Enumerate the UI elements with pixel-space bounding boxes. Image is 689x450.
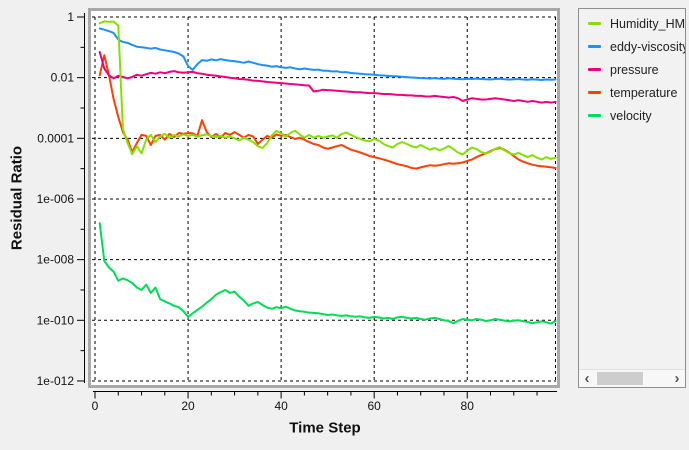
legend-item[interactable]: Humidity_HM.Hu	[588, 12, 685, 35]
series-line-pressure	[98, 51, 557, 104]
legend-swatch-icon	[588, 45, 601, 48]
y-tick-label: 1e-008	[37, 253, 75, 267]
y-tick-label: 1e-012	[37, 374, 75, 388]
legend-swatch-icon	[588, 68, 601, 71]
y-axis-title: Residual Ratio	[8, 145, 26, 251]
legend-scrollbar: ‹ ›	[579, 369, 685, 387]
legend-item[interactable]: eddy-viscosity	[588, 35, 685, 58]
series-line-Humidity_HM.Hu	[98, 20, 557, 161]
legend-label: Humidity_HM.Hu	[610, 16, 685, 31]
y-tick-label: 1	[67, 10, 74, 24]
x-axis-title: Time Step	[289, 419, 361, 437]
legend-panel: Humidity_HM.Hu eddy-viscosity pressure temp…	[578, 8, 686, 388]
x-tick-label: 80	[461, 399, 475, 413]
legend-swatch-icon	[588, 91, 601, 94]
legend-label: pressure	[610, 62, 659, 77]
y-tick-label: 0.01	[51, 71, 75, 85]
plot-frame	[88, 8, 560, 388]
y-tick-label: 1e-010	[37, 313, 75, 327]
scrollbar-thumb[interactable]	[597, 372, 643, 385]
y-tick-label: 0.0001	[37, 131, 74, 145]
scroll-right-button[interactable]: ›	[674, 370, 680, 387]
legend-label: velocity	[610, 108, 652, 123]
legend-items: Humidity_HM.Hu eddy-viscosity pressure temp…	[579, 9, 685, 127]
x-tick-label: 20	[181, 399, 195, 413]
legend-swatch-icon	[588, 114, 601, 117]
y-tick-label: 1e-006	[37, 192, 75, 206]
x-tick-label: 60	[368, 399, 382, 413]
legend-item[interactable]: pressure	[588, 58, 685, 81]
legend-item[interactable]: velocity	[588, 104, 685, 127]
series-line-velocity	[98, 222, 557, 325]
scrollbar-track[interactable]	[595, 370, 669, 387]
legend-swatch-icon	[588, 22, 601, 25]
x-tick-label: 40	[274, 399, 288, 413]
series-line-eddy-viscosity	[98, 27, 557, 81]
legend-item[interactable]: temperature	[588, 81, 685, 104]
x-tick-label: 0	[92, 399, 99, 413]
legend-label: temperature	[610, 85, 678, 100]
legend-label: eddy-viscosity	[610, 39, 685, 54]
scroll-left-button[interactable]: ‹	[584, 370, 590, 387]
